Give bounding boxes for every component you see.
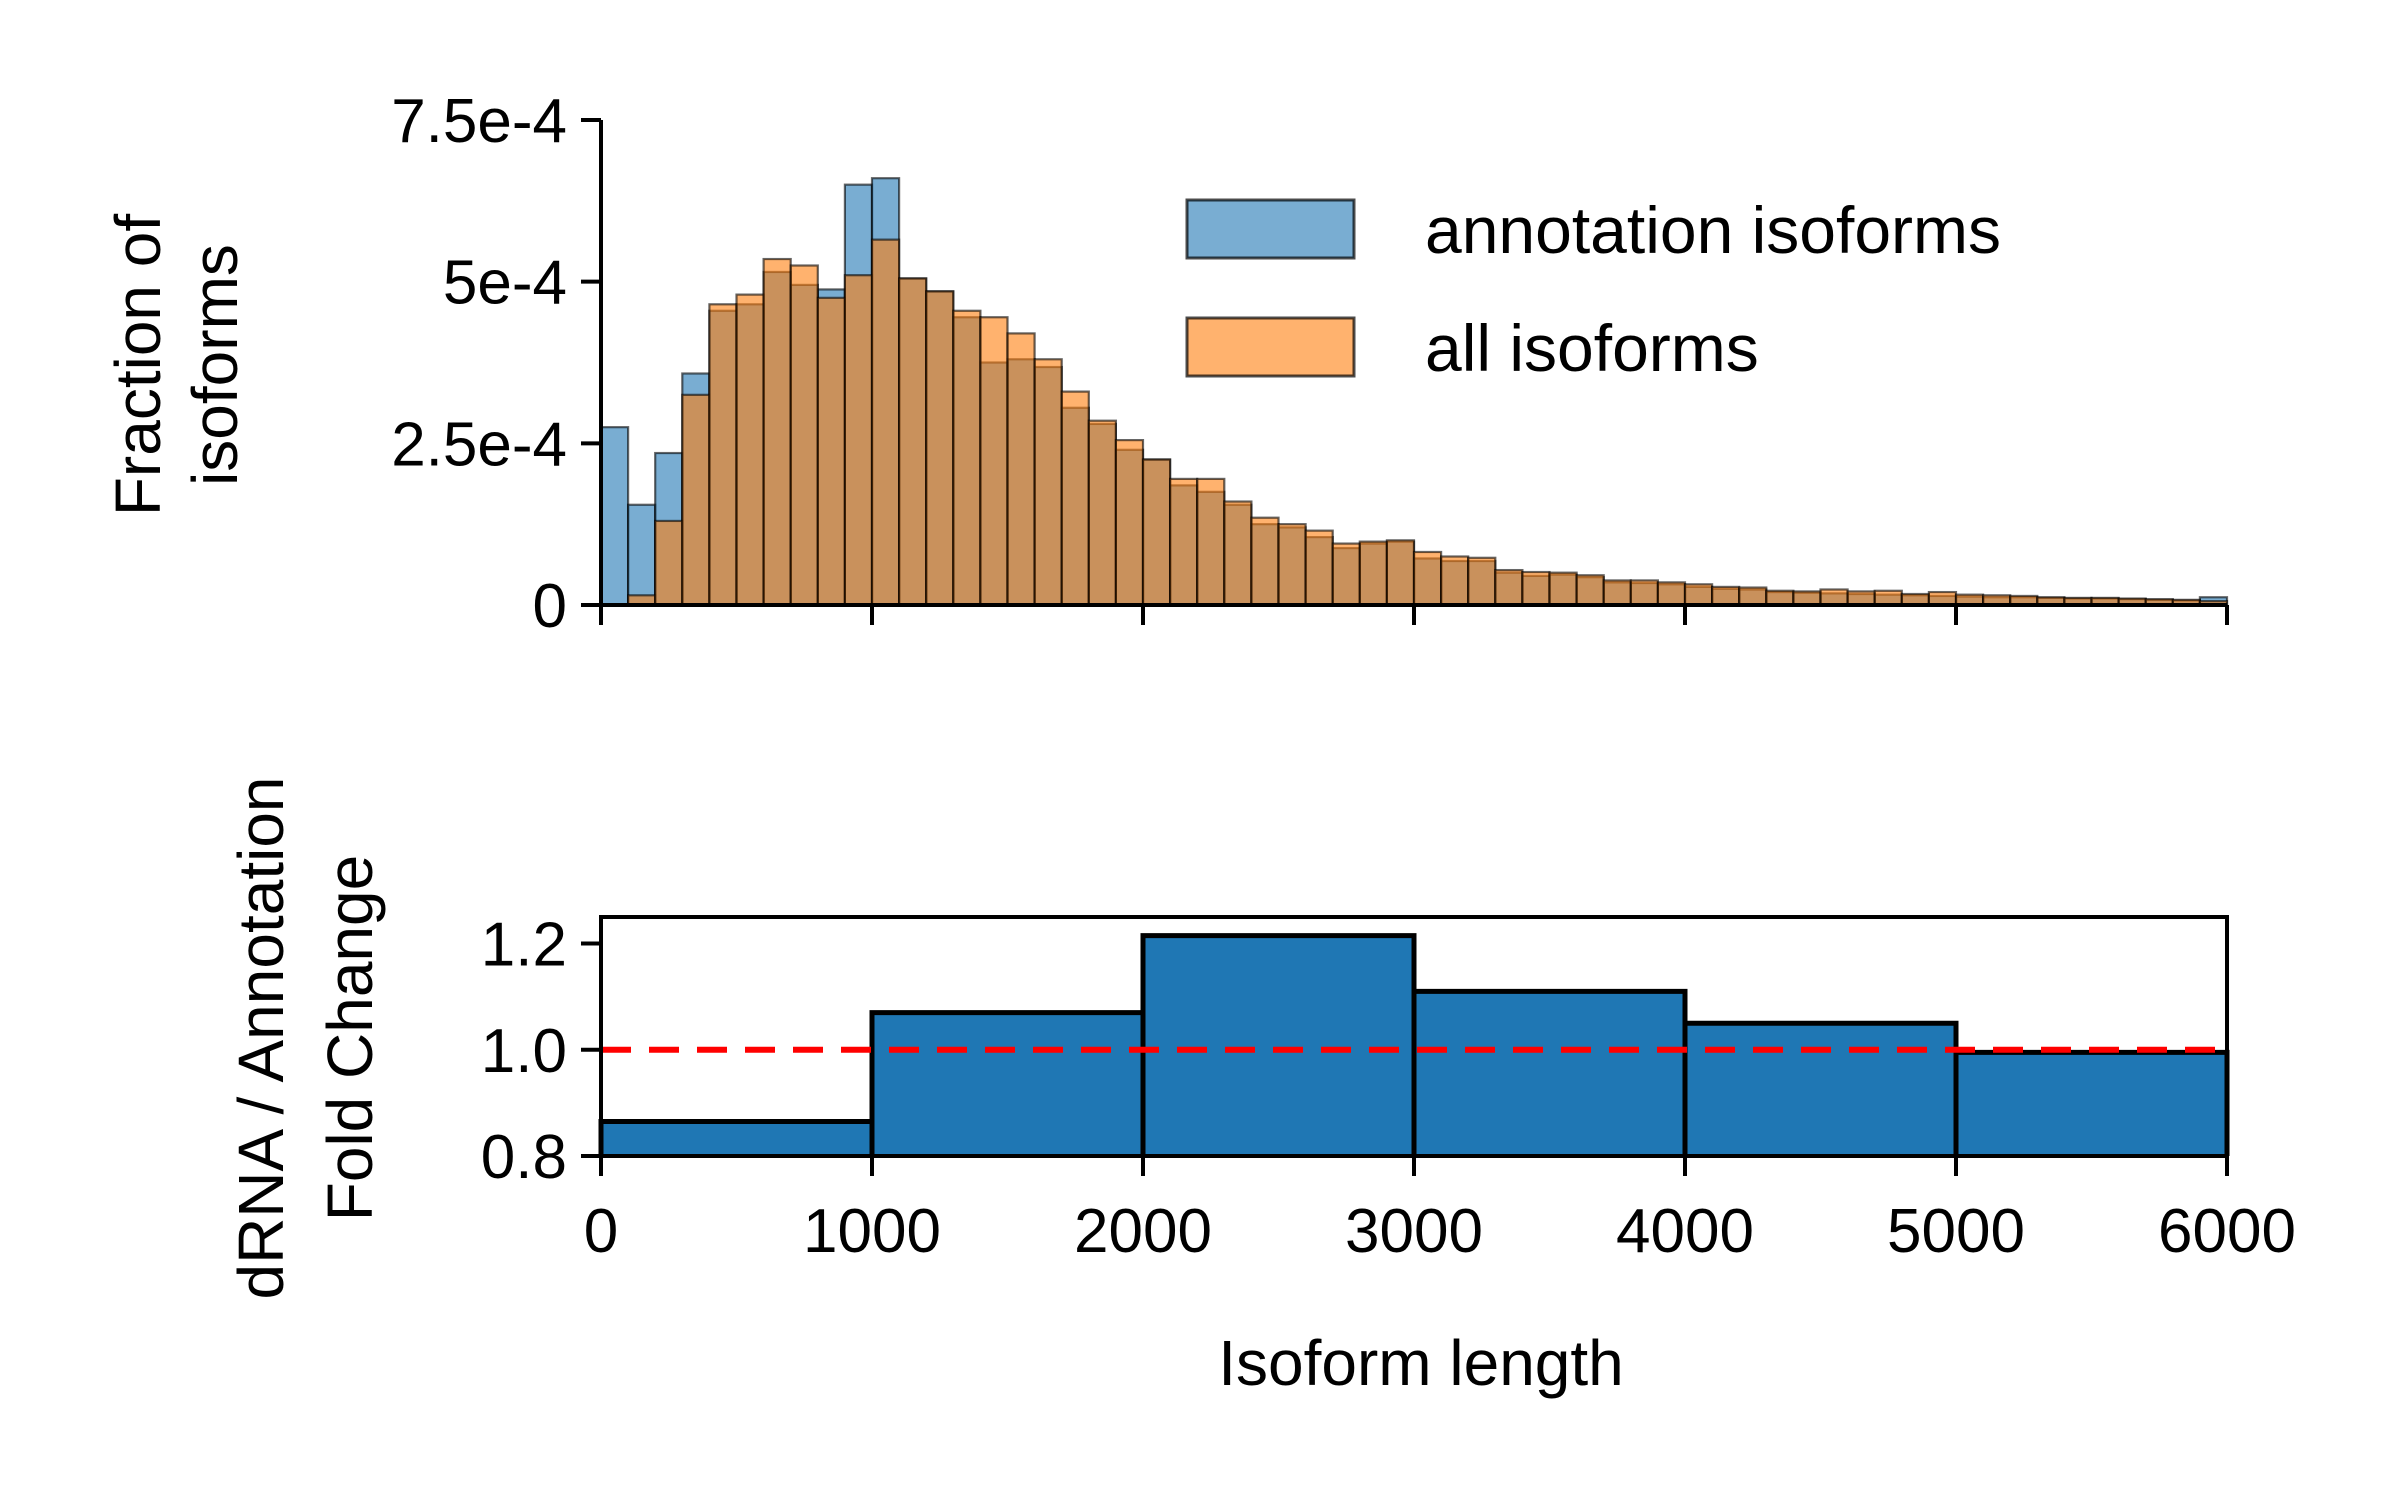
bottom-y-ticks: 0.8 1.0 1.2 (481, 911, 601, 1192)
histogram-bar (1710, 585, 1741, 607)
y-tick-label: 7.5e-4 (391, 87, 567, 156)
histogram-bar (1358, 540, 1389, 607)
histogram-bar (1738, 586, 1768, 607)
x-tick-label: 0 (584, 1197, 618, 1266)
histogram-bar (1304, 529, 1334, 607)
histogram-bar (789, 264, 819, 607)
histogram-bar (1141, 458, 1172, 607)
histogram-bar (1439, 555, 1470, 607)
histogram-bar (1114, 439, 1145, 607)
legend: annotation isoforms all isoforms (1185, 193, 2001, 385)
fold-change-bar (1956, 1052, 2227, 1156)
histogram-bar (952, 309, 982, 607)
x-axis-label: Isoform length (1218, 1327, 1624, 1399)
histogram-bar (925, 290, 955, 607)
y-tick-label: 0 (533, 572, 567, 641)
legend-swatch-annotation-isoforms (1185, 198, 1356, 260)
top-y-axis-label-line-1: Fraction of (102, 214, 174, 517)
x-tick-label: 6000 (2158, 1197, 2296, 1266)
histogram-bar (1467, 556, 1497, 607)
histogram-bar (1033, 358, 1063, 607)
histogram-bar (1575, 574, 1605, 607)
histogram-bar (1548, 571, 1578, 607)
histogram-bar (1006, 332, 1036, 607)
histogram-bar (1765, 589, 1795, 607)
bottom-y-axis-label-line-1: dRNA / Annotation (225, 776, 297, 1299)
histogram-bar (1873, 589, 1903, 607)
bottom-fold-change-panel: 0.8 1.0 1.2 0 1000 2000 3000 4000 5000 6000 dRNA… (225, 776, 2296, 1399)
histogram-bar (1168, 477, 1199, 607)
histogram-bar (1060, 390, 1090, 607)
histogram-bar (1521, 570, 1551, 607)
histogram-bar (599, 426, 630, 607)
y-tick-label: 2.5e-4 (391, 410, 567, 479)
x-tick-label: 5000 (1887, 1197, 2025, 1266)
histogram-bar (897, 277, 928, 607)
histogram-bar (762, 257, 792, 607)
histogram-bar (1277, 523, 1307, 607)
histogram-bar (979, 316, 1009, 607)
histogram-bar (708, 303, 738, 607)
histogram-bar (1846, 590, 1876, 607)
histogram-bar (1656, 581, 1687, 607)
histogram-bar (1087, 419, 1118, 607)
x-tick-label: 1000 (803, 1197, 941, 1266)
histogram-bar (1223, 500, 1253, 607)
top-x-ticks (599, 605, 2229, 625)
histogram-bar (735, 293, 765, 607)
histogram-bar (1196, 477, 1226, 607)
histogram-bar (1494, 568, 1524, 607)
y-tick-label: 5e-4 (443, 249, 567, 318)
legend-label-all-isoforms: all isoforms (1425, 311, 1759, 385)
legend-label-annotation-isoforms: annotation isoforms (1425, 193, 2001, 267)
y-tick-label: 0.8 (481, 1123, 567, 1192)
fold-change-bar (1414, 991, 1685, 1156)
x-tick-label: 3000 (1345, 1197, 1483, 1266)
x-tick-label: 2000 (1074, 1197, 1212, 1266)
y-tick-label: 1.0 (481, 1017, 567, 1086)
top-histogram-panel: 0 2.5e-4 5e-4 7.5e-4 Fraction of isoforms a… (102, 87, 2229, 641)
histogram-bar (654, 519, 684, 607)
fold-change-bar (872, 1012, 1143, 1156)
top-y-axis-label-line-2: isoforms (179, 244, 251, 486)
histogram-bar (1331, 542, 1361, 607)
histogram-bar (1250, 516, 1280, 607)
histogram-bar (626, 503, 657, 607)
fold-change-bar (1143, 935, 1414, 1156)
y-tick-label: 1.2 (481, 911, 567, 980)
histogram-bar (843, 274, 874, 607)
histogram-bar (1792, 590, 1822, 607)
histogram-bar (1385, 539, 1416, 607)
series-2 (626, 238, 2229, 607)
bottom-x-ticks: 0 1000 2000 3000 4000 5000 6000 (584, 1156, 2296, 1266)
bottom-fold-change-bars (598, 933, 2230, 1156)
histogram-bar (1629, 579, 1660, 607)
bottom-y-axis-label-line-2: Fold Change (314, 855, 386, 1221)
legend-swatch-all-isoforms (1185, 316, 1356, 378)
top-y-ticks: 0 2.5e-4 5e-4 7.5e-4 (391, 87, 601, 641)
x-tick-label: 4000 (1616, 1197, 1754, 1266)
histogram-bar (1819, 588, 1849, 607)
histogram-bar (1683, 583, 1714, 607)
fold-change-bar (1685, 1023, 1956, 1156)
histogram-bar (1412, 550, 1443, 607)
histogram-bar (870, 238, 901, 607)
histogram-bar (816, 296, 846, 607)
top-histogram-bars (599, 177, 2229, 607)
histogram-bar (681, 393, 711, 607)
fold-change-bar (601, 1121, 872, 1156)
histogram-bar (1602, 579, 1632, 607)
